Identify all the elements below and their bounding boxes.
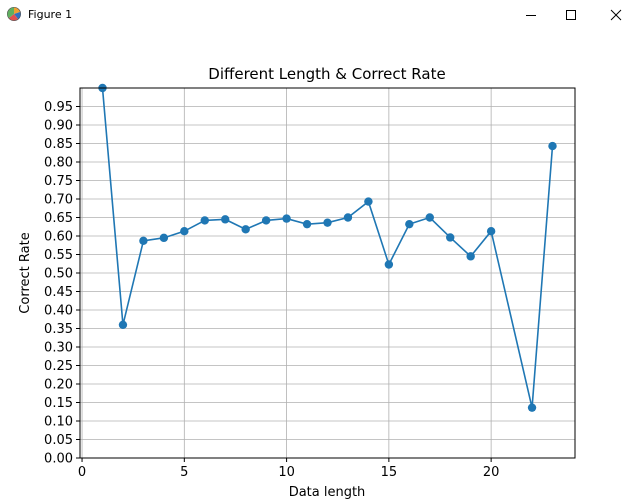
y-axis-label: Correct Rate [18,232,33,313]
y-tick-label: 0.55 [44,248,73,263]
y-tick-label: 0.25 [44,359,73,374]
y-tick-label: 0.60 [44,230,73,245]
y-tick-label: 0.00 [44,452,73,467]
data-point [241,225,250,234]
data-point [118,320,128,329]
maximize-icon [566,10,576,20]
line-chart: Different Length & Correct Rate 0 5 10 15 20… [18,65,576,499]
y-tick-label: 0.50 [44,267,73,282]
data-point [282,214,291,223]
y-tick-label: 0.90 [44,119,73,134]
y-tick-label: 0.10 [44,415,73,430]
data-point [527,403,537,412]
x-tick-label: 20 [483,465,500,480]
y-tick-label: 0.80 [44,156,73,171]
window-title: Figure 1 [28,8,73,21]
y-axis-ticks: 0.00 0.05 0.10 0.15 0.20 0.25 0.30 0.35 0.40 0.45… [44,100,80,467]
close-icon [610,9,622,21]
data-point [405,219,414,229]
series-line [101,87,554,408]
data-point [180,226,189,236]
data-point [364,197,373,206]
y-tick-label: 0.05 [44,433,73,448]
data-point [384,260,394,269]
y-tick-label: 0.65 [44,211,73,226]
y-tick-label: 0.40 [44,304,73,319]
minimize-button[interactable] [508,0,554,30]
data-point [466,252,475,261]
y-tick-label: 0.75 [44,174,73,189]
x-tick-label: 0 [78,465,86,480]
x-tick-label: 15 [381,465,398,480]
minimize-icon [526,15,536,16]
chart-title: Different Length & Correct Rate [208,65,445,83]
title-bar[interactable]: Figure 1 [0,0,624,30]
y-tick-label: 0.45 [44,285,73,300]
data-point [343,213,353,222]
data-point [139,236,148,246]
data-point [302,219,312,229]
y-tick-label: 0.35 [44,322,73,337]
data-point [159,233,169,243]
y-tick-label: 0.70 [44,193,73,208]
data-point [200,216,209,225]
y-tick-label: 0.20 [44,378,73,393]
y-tick-label: 0.30 [44,341,73,356]
y-tick-label: 0.95 [44,100,73,115]
x-tick-label: 5 [180,465,188,480]
series-layer [98,83,557,412]
figure-canvas: Different Length & Correct Rate 0 5 10 15 20… [0,30,624,499]
x-axis-ticks: 0 5 10 15 20 [78,458,500,480]
data-point [446,233,455,242]
data-point [221,215,230,224]
y-tick-label: 0.15 [44,396,73,411]
grid-lines [80,88,575,459]
maximize-button[interactable] [548,0,594,30]
data-point [261,216,271,225]
x-tick-label: 10 [278,465,295,480]
close-button[interactable] [593,0,624,30]
y-tick-label: 0.85 [44,137,73,152]
data-point [486,226,496,236]
data-point [548,141,557,151]
data-point [323,218,332,227]
x-axis-label: Data length [289,485,366,499]
matplotlib-figure-icon [6,6,22,22]
data-point [425,213,434,222]
